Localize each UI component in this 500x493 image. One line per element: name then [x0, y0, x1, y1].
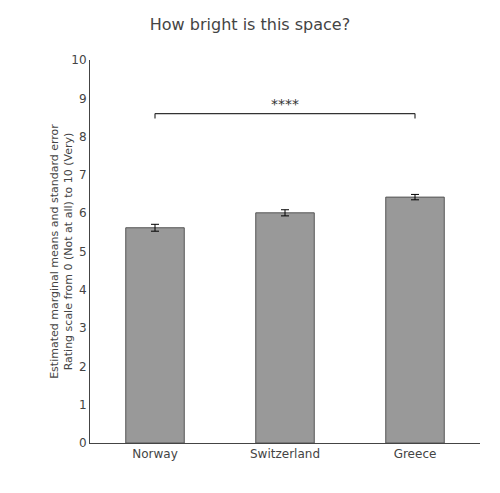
svg-text:How bright is this space?: How bright is this space? [150, 15, 350, 34]
svg-text:5: 5 [79, 245, 87, 259]
svg-text:4: 4 [79, 283, 87, 297]
svg-text:2: 2 [79, 360, 87, 374]
svg-text:1: 1 [79, 398, 87, 412]
svg-text:8: 8 [79, 130, 87, 144]
svg-text:Switzerland: Switzerland [250, 447, 320, 461]
svg-text:Greece: Greece [394, 447, 437, 461]
svg-text:9: 9 [79, 92, 87, 106]
svg-text:****: **** [271, 96, 299, 112]
svg-text:10: 10 [71, 53, 86, 67]
svg-text:7: 7 [79, 168, 87, 182]
svg-text:Estimated marginal means and s: Estimated marginal means and standard er… [48, 124, 75, 379]
svg-text:6: 6 [79, 206, 87, 220]
svg-text:Norway: Norway [132, 447, 178, 461]
svg-text:3: 3 [79, 321, 87, 335]
svg-text:0: 0 [79, 436, 87, 450]
